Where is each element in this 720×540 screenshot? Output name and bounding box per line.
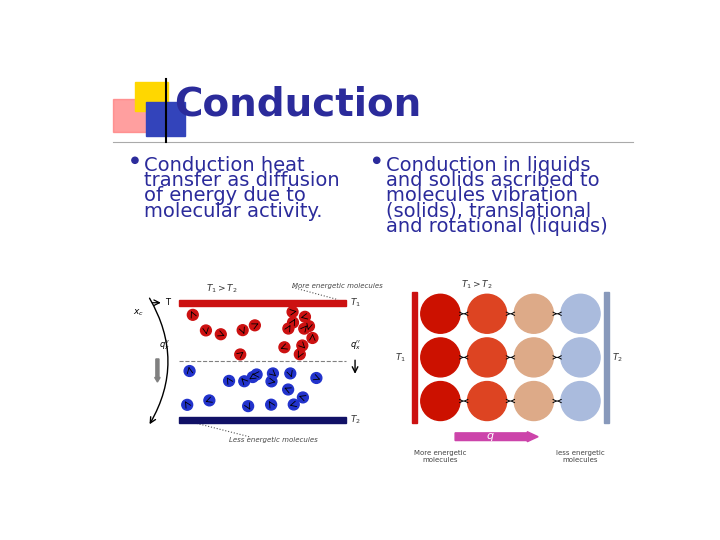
Text: transfer as diffusion: transfer as diffusion [144, 171, 340, 190]
Text: More energetic
molecules: More energetic molecules [414, 450, 467, 463]
Circle shape [251, 369, 262, 380]
Circle shape [561, 338, 600, 377]
Text: and rotational (liquids): and rotational (liquids) [386, 217, 608, 237]
Circle shape [283, 323, 294, 334]
Circle shape [266, 376, 277, 387]
Text: $T_2$: $T_2$ [350, 414, 361, 426]
Text: $T_2$: $T_2$ [611, 351, 623, 363]
Circle shape [514, 382, 554, 421]
Bar [412, 292, 417, 423]
Bar [179, 417, 346, 423]
Circle shape [297, 340, 307, 351]
Text: of energy due to: of energy due to [144, 186, 306, 205]
Circle shape [249, 320, 261, 330]
Circle shape [204, 395, 215, 406]
Circle shape [237, 325, 248, 335]
Circle shape [514, 294, 554, 333]
Circle shape [297, 392, 308, 403]
Text: and solids ascribed to: and solids ascribed to [386, 171, 600, 190]
Circle shape [283, 384, 294, 395]
Text: Conduction heat: Conduction heat [144, 156, 305, 174]
Circle shape [287, 317, 298, 328]
Circle shape [561, 382, 600, 421]
Circle shape [187, 309, 198, 320]
Text: less energetic
molecules: less energetic molecules [556, 450, 605, 463]
Text: $T_1$: $T_1$ [350, 296, 361, 309]
Circle shape [288, 399, 300, 410]
Circle shape [420, 382, 460, 421]
FancyArrow shape [155, 359, 160, 382]
Circle shape [311, 373, 322, 383]
Circle shape [467, 294, 507, 333]
Circle shape [300, 312, 310, 322]
Bar [113, 99, 156, 132]
Circle shape [307, 333, 318, 343]
Circle shape [420, 294, 460, 333]
Text: More energetic molecules: More energetic molecules [292, 283, 383, 289]
Circle shape [243, 401, 253, 411]
Circle shape [287, 307, 298, 318]
Circle shape [467, 338, 507, 377]
Circle shape [514, 338, 554, 377]
Text: $q_x''$: $q_x''$ [159, 339, 170, 352]
Circle shape [304, 321, 315, 332]
Bar [145, 102, 184, 137]
Bar [179, 300, 346, 306]
Text: molecules vibration: molecules vibration [386, 186, 578, 205]
FancyArrow shape [455, 431, 538, 442]
Circle shape [248, 372, 258, 382]
Circle shape [268, 368, 279, 379]
Text: Conduction in liquids: Conduction in liquids [386, 156, 590, 174]
Circle shape [299, 323, 310, 334]
Circle shape [224, 375, 235, 386]
Text: $x_c$: $x_c$ [133, 307, 144, 318]
Circle shape [266, 399, 276, 410]
Circle shape [374, 157, 380, 164]
Text: $T_1 > T_2$: $T_1 > T_2$ [461, 278, 492, 291]
Circle shape [294, 349, 305, 360]
Circle shape [200, 325, 212, 336]
Circle shape [420, 338, 460, 377]
Circle shape [467, 382, 507, 421]
Text: $q$: $q$ [486, 431, 495, 443]
Circle shape [239, 376, 250, 387]
Text: molecular activity.: molecular activity. [144, 202, 323, 221]
Text: $T_1 > T_2$: $T_1 > T_2$ [206, 283, 238, 295]
Bar [604, 292, 609, 423]
Text: Less energetic molecules: Less energetic molecules [229, 437, 318, 443]
Circle shape [181, 400, 193, 410]
Circle shape [132, 157, 138, 164]
Circle shape [184, 366, 195, 376]
Text: T: T [165, 298, 170, 307]
Circle shape [561, 294, 600, 333]
Text: (solids), translational: (solids), translational [386, 202, 591, 221]
Circle shape [215, 329, 226, 340]
Circle shape [285, 368, 296, 379]
Bar [135, 82, 168, 111]
Text: $T_1$: $T_1$ [395, 351, 406, 363]
Text: Conduction: Conduction [174, 86, 421, 124]
Circle shape [279, 342, 290, 353]
Circle shape [235, 349, 246, 360]
Text: $q_x''$: $q_x''$ [350, 339, 361, 352]
